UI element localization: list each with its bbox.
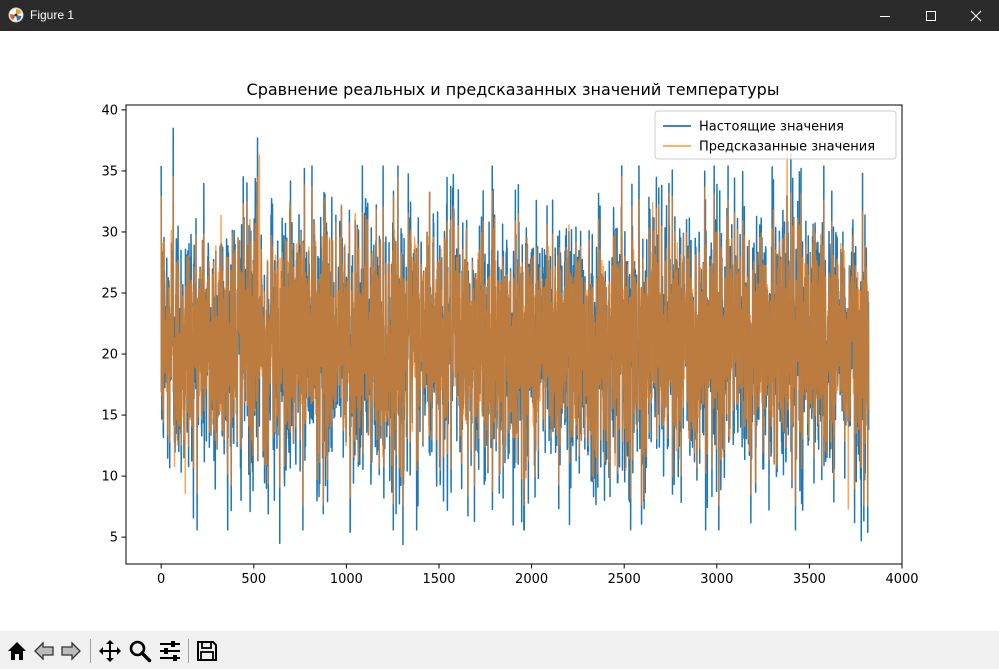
y-tick-label: 30	[101, 225, 118, 240]
x-tick-label: 2000	[515, 572, 548, 587]
x-tick-label: 2500	[608, 572, 641, 587]
y-tick-label: 10	[101, 470, 118, 485]
y-tick-label: 5	[110, 531, 118, 546]
x-tick-label: 3500	[793, 572, 826, 587]
legend: Настоящие значения Предсказанные значения	[654, 110, 897, 160]
legend-frame	[654, 110, 897, 160]
legend-label: Предсказанные значения	[699, 140, 875, 155]
close-button[interactable]	[953, 0, 999, 31]
y-tick-label: 40	[101, 103, 118, 118]
minimize-button[interactable]	[862, 0, 908, 31]
pan-icon[interactable]	[98, 639, 122, 663]
legend-label: Настоящие значения	[699, 120, 844, 135]
home-icon[interactable]	[5, 639, 29, 663]
x-tick-label: 500	[241, 572, 266, 587]
matplotlib-icon	[8, 7, 24, 23]
series-layer	[160, 127, 870, 546]
x-tick-label: 1000	[330, 572, 363, 587]
toolbar-separator	[188, 639, 189, 663]
y-axis: 5 10 15 20 25 30 35 40	[101, 103, 126, 546]
x-tick-label: 0	[157, 572, 165, 587]
back-arrow-icon[interactable]	[32, 639, 56, 663]
series-line-predicted	[160, 151, 870, 510]
x-tick-label: 4000	[885, 572, 918, 587]
x-tick-label: 3000	[700, 572, 733, 587]
forward-arrow-icon[interactable]	[59, 639, 83, 663]
configure-subplots-icon[interactable]	[158, 639, 182, 663]
close-icon	[970, 10, 982, 21]
maximize-button[interactable]	[908, 0, 954, 31]
y-tick-label: 20	[101, 348, 118, 363]
maximize-icon	[926, 10, 936, 21]
y-tick-label: 15	[101, 409, 118, 424]
window-titlebar: Figure 1	[0, 0, 999, 31]
chart-title: Сравнение реальных и предсказанных значе…	[247, 80, 780, 99]
line-chart: Сравнение реальных и предсказанных значе…	[101, 80, 919, 587]
figure-canvas[interactable]: Сравнение реальных и предсказанных значе…	[0, 31, 999, 631]
save-icon[interactable]	[195, 639, 219, 663]
toolbar-separator	[90, 639, 91, 663]
minimize-icon	[880, 15, 890, 17]
navigation-toolbar	[0, 631, 999, 669]
window-title: Figure 1	[30, 8, 75, 22]
x-axis: 0 500 1000 1500 2000 2500 3000 3500 4000	[157, 564, 919, 587]
y-tick-label: 25	[101, 286, 118, 301]
axes-frame	[125, 104, 903, 565]
zoom-icon[interactable]	[128, 639, 152, 663]
y-tick-label: 35	[101, 164, 118, 179]
x-tick-label: 1500	[422, 572, 455, 587]
